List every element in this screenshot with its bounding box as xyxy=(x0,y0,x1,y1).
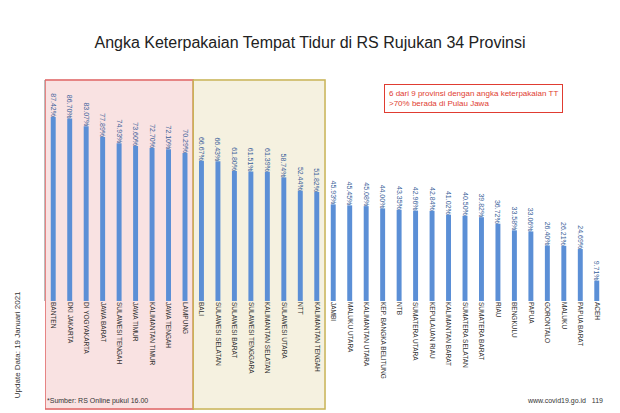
svg-text:JAWA TIMUR: JAWA TIMUR xyxy=(132,302,139,342)
svg-text:SULAWESI BARAT: SULAWESI BARAT xyxy=(231,302,238,358)
svg-text:Angka Keterpakaian Tempat Tidu: Angka Keterpakaian Tempat Tidur di RS Ru… xyxy=(94,34,525,51)
svg-text:KEPULAUAN RIAU: KEPULAUAN RIAU xyxy=(429,302,436,359)
svg-text:KALIMANTAN BARAT: KALIMANTAN BARAT xyxy=(445,302,452,366)
svg-text:SULAWESI TENGGARA: SULAWESI TENGGARA xyxy=(248,302,255,374)
svg-text:NTT: NTT xyxy=(297,302,304,315)
svg-text:42.84%: 42.84% xyxy=(429,187,436,211)
svg-text:77.89%: 77.89% xyxy=(99,113,106,137)
svg-text:JAMBI: JAMBI xyxy=(330,302,337,321)
svg-text:70.29%: 70.29% xyxy=(182,129,189,153)
svg-text:SUMATERA SELATAN: SUMATERA SELATAN xyxy=(462,302,469,368)
svg-text:72.70%: 72.70% xyxy=(149,124,156,148)
svg-text:SULAWESI SELATAN: SULAWESI SELATAN xyxy=(215,302,222,366)
svg-text:*Sumber: RS Online pukul 16.00: *Sumber: RS Online pukul 16.00 xyxy=(47,397,148,405)
svg-text:40.50%: 40.50% xyxy=(462,192,469,216)
svg-text:ACEH: ACEH xyxy=(594,302,601,320)
svg-text:GORONTALO: GORONTALO xyxy=(544,302,551,343)
svg-text:MALUKU UTARA: MALUKU UTARA xyxy=(347,302,354,353)
svg-text:SUMATERA UTARA: SUMATERA UTARA xyxy=(412,302,419,361)
svg-text:NTB: NTB xyxy=(396,302,403,315)
svg-text:66.67%: 66.67% xyxy=(198,137,205,161)
svg-text:66.43%: 66.43% xyxy=(214,137,221,161)
svg-text:51.82%: 51.82% xyxy=(313,168,320,192)
svg-text:61.51%: 61.51% xyxy=(247,148,254,172)
svg-text:BANTEN: BANTEN xyxy=(50,302,57,329)
svg-text:9.71%: 9.71% xyxy=(593,261,600,281)
svg-text:45.08%: 45.08% xyxy=(363,182,370,206)
svg-text:RIAU: RIAU xyxy=(495,302,502,318)
svg-text:KALIMANTAN TIMUR: KALIMANTAN TIMUR xyxy=(149,302,156,366)
svg-text:52.44%: 52.44% xyxy=(297,167,304,191)
svg-text:KALIMANTAN UTARA: KALIMANTAN UTARA xyxy=(363,302,370,367)
svg-text:45.93%: 45.93% xyxy=(330,181,337,205)
svg-text:24.69%: 24.69% xyxy=(577,225,584,249)
svg-text:58.74%: 58.74% xyxy=(280,154,287,178)
svg-text:33.06%: 33.06% xyxy=(527,208,534,232)
svg-text:www.covid19.go.id 119: www.covid19.go.id 119 xyxy=(527,397,603,405)
svg-text:42.96%: 42.96% xyxy=(412,187,419,211)
svg-text:LAMPUNG: LAMPUNG xyxy=(182,302,189,334)
svg-text:PAPUA BARAT: PAPUA BARAT xyxy=(577,302,584,346)
svg-text:61.80%: 61.80% xyxy=(231,147,238,171)
svg-text:JAWA TENGAH: JAWA TENGAH xyxy=(165,302,172,348)
svg-text:KALIMANTAN SELATAN: KALIMANTAN SELATAN xyxy=(264,302,271,374)
svg-text:KEP. BANGKA BELITUNG: KEP. BANGKA BELITUNG xyxy=(380,302,387,379)
svg-text:33.58%: 33.58% xyxy=(511,207,518,231)
svg-text:36.72%: 36.72% xyxy=(494,200,501,224)
svg-text:JAWA BARAT: JAWA BARAT xyxy=(100,302,107,342)
svg-text:83.07%: 83.07% xyxy=(83,102,90,126)
svg-text:26.40%: 26.40% xyxy=(544,222,551,246)
svg-text:86.70%: 86.70% xyxy=(66,95,73,119)
svg-text:SULAWESI TENGAH: SULAWESI TENGAH xyxy=(116,302,123,364)
svg-text:PAPUA: PAPUA xyxy=(528,302,535,324)
svg-text:45.45%: 45.45% xyxy=(346,182,353,206)
svg-text:BALI: BALI xyxy=(198,302,205,316)
svg-text:41.02%: 41.02% xyxy=(445,191,452,215)
svg-text:61.39%: 61.39% xyxy=(264,148,271,172)
svg-text:SUMATERA BARAT: SUMATERA BARAT xyxy=(478,302,485,360)
svg-text:DI YOGYAKARTA: DI YOGYAKARTA xyxy=(83,302,90,355)
svg-text:MALUKU: MALUKU xyxy=(561,302,568,329)
svg-text:DKI JAKARTA: DKI JAKARTA xyxy=(67,302,74,344)
svg-text:87.42%: 87.42% xyxy=(50,93,57,117)
svg-text:72.10%: 72.10% xyxy=(165,126,172,150)
svg-text:BENGKULU: BENGKULU xyxy=(511,302,518,338)
svg-text:KALIMANTAN TENGAH: KALIMANTAN TENGAH xyxy=(314,302,321,372)
svg-text:73.60%: 73.60% xyxy=(132,122,139,146)
svg-text:39.82%: 39.82% xyxy=(478,193,485,217)
svg-text:44.00%: 44.00% xyxy=(379,185,386,209)
svg-text:Update Data: 19 Januari 2021: Update Data: 19 Januari 2021 xyxy=(13,291,22,398)
svg-text:26.21%: 26.21% xyxy=(560,222,567,246)
svg-text:74.93%: 74.93% xyxy=(116,120,123,144)
svg-text:43.35%: 43.35% xyxy=(396,186,403,210)
svg-text:6 dari 9 provinsi dengan angka: 6 dari 9 provinsi dengan angka keterpaka… xyxy=(389,89,558,108)
svg-text:SULAWESI UTARA: SULAWESI UTARA xyxy=(281,302,288,359)
